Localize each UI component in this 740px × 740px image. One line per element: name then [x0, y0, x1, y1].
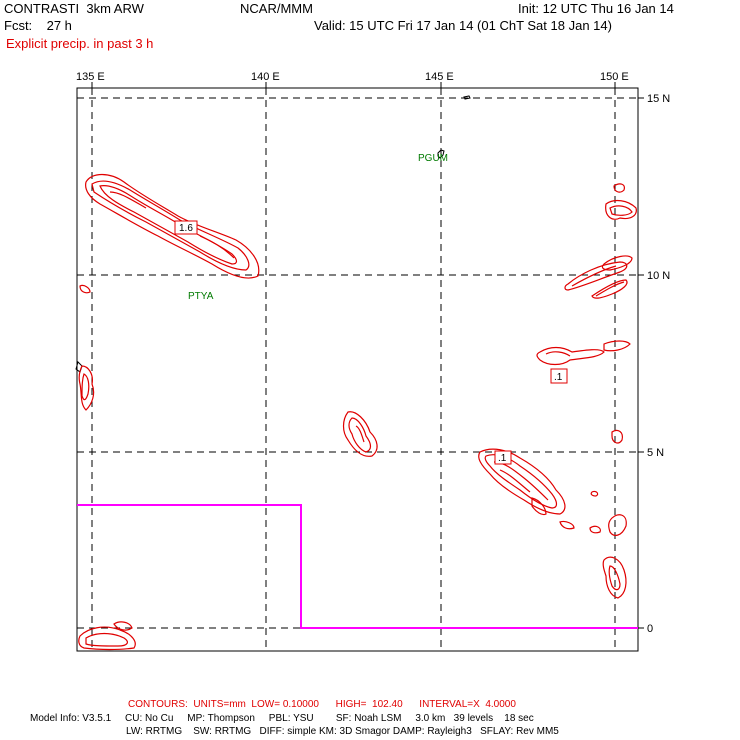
header-right-line2: Valid: 15 UTC Fri 17 Jan 14 (01 ChT Sat …: [314, 18, 612, 33]
header-right-line1: Init: 12 UTC Thu 16 Jan 14: [518, 1, 674, 16]
lat-label-0: 0: [647, 623, 653, 635]
lat-label-10: 10 N: [647, 270, 670, 282]
contour-label-box-1: [174, 220, 198, 235]
footer-model-line2: LW: RRTMG SW: RRTMG DIFF: simple KM: 3D …: [126, 726, 559, 737]
lon-label-135: 135 E: [76, 71, 105, 83]
lon-label-145: 145 E: [425, 71, 454, 83]
contour-label-1: 1.6: [179, 223, 193, 234]
island-outline-top: [463, 95, 471, 100]
precip-contours: [78, 173, 637, 651]
lat-label-5: 5 N: [647, 447, 664, 459]
footer-model-line1: Model Info: V3.5.1 CU: No Cu MP: Thompso…: [30, 713, 534, 724]
header-left-line1: CONTRASTI 3km ARW: [4, 1, 144, 16]
station-label-ptya: PTYA: [188, 291, 214, 302]
header-center: NCAR/MMM: [240, 1, 313, 16]
header-left-line3: Explicit precip. in past 3 h: [6, 36, 154, 51]
contour-label-box-3: [494, 450, 512, 465]
lat-label-15: 15 N: [647, 93, 670, 105]
station-label-pgum: PGUM: [418, 153, 448, 164]
guam-island-outline: [437, 149, 445, 159]
lon-label-140: 140 E: [251, 71, 280, 83]
header-left-line2: Fcst: 27 h: [4, 18, 72, 33]
domain-boundary: [77, 504, 638, 629]
lon-label-150: 150 E: [600, 71, 629, 83]
footer-contours: CONTOURS: UNITS=mm LOW= 0.10000 HIGH= 10…: [128, 699, 516, 710]
contour-label-2: .1: [554, 372, 563, 383]
contour-label-3: .1: [498, 453, 507, 464]
contour-label-box-2: [550, 368, 568, 384]
axis-ticks: [91, 82, 644, 629]
